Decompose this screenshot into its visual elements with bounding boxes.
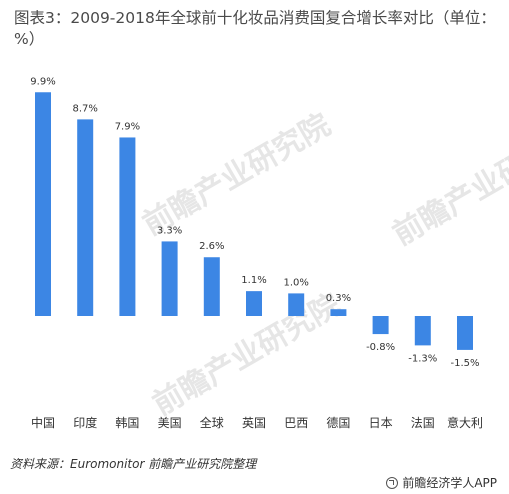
value-label: -0.8%: [366, 342, 395, 353]
brand-label: 前瞻经济学人APP: [402, 476, 497, 490]
bar-全球: [203, 257, 220, 316]
category-label: 全球: [200, 415, 224, 430]
brand: 前瞻经济学人APP: [386, 474, 497, 491]
value-label: 3.3%: [157, 225, 182, 236]
value-label: 9.9%: [30, 76, 55, 87]
category-labels-group: 中国 印度 韩国 美国 全球 英国 巴西 德国 日本 法国 意大利: [31, 415, 483, 430]
category-label: 英国: [242, 416, 266, 430]
bar-美国: [161, 241, 178, 316]
value-label: -1.3%: [408, 353, 437, 364]
bar-韩国: [119, 137, 136, 316]
category-label: 美国: [158, 416, 182, 430]
category-label: 印度: [73, 415, 97, 430]
bar-巴西: [288, 293, 305, 316]
value-label: 0.3%: [326, 293, 351, 304]
bars-group: [35, 92, 473, 350]
category-label: 日本: [369, 416, 393, 430]
value-label: 2.6%: [199, 241, 224, 252]
category-label: 法国: [411, 416, 435, 430]
bar-chart: 9.9% 8.7% 7.9% 3.3% 2.6% 1.1% 1.0% 0.3% -0.8% -1.…: [30, 76, 483, 430]
bar-德国: [330, 309, 347, 316]
category-label: 中国: [31, 415, 55, 430]
source-note: 资料来源：Euromonitor 前瞻产业研究院整理: [10, 457, 257, 471]
chart-title: 图表3：2009-2018年全球前十化妆品消费国复合增长率对比（单位：%）: [14, 9, 496, 48]
value-label: 1.1%: [241, 275, 266, 286]
bar-法国: [414, 316, 431, 346]
bar-印度: [77, 119, 94, 316]
category-label: 意大利: [447, 415, 483, 430]
bar-中国: [35, 92, 51, 316]
category-label: 韩国: [115, 415, 139, 430]
value-label: 7.9%: [115, 121, 140, 132]
category-label: 德国: [326, 415, 350, 430]
value-label: 1.0%: [283, 277, 308, 288]
value-labels-group: 9.9% 8.7% 7.9% 3.3% 2.6% 1.1% 1.0% 0.3% -0.8% -1.…: [30, 76, 479, 369]
bar-英国: [246, 291, 262, 316]
value-label: -1.5%: [450, 358, 479, 369]
category-label: 巴西: [284, 416, 308, 430]
bar-日本: [372, 316, 389, 335]
value-label: 8.7%: [72, 103, 97, 114]
brand-logo-icon: [386, 476, 399, 489]
bar-意大利: [457, 316, 473, 350]
